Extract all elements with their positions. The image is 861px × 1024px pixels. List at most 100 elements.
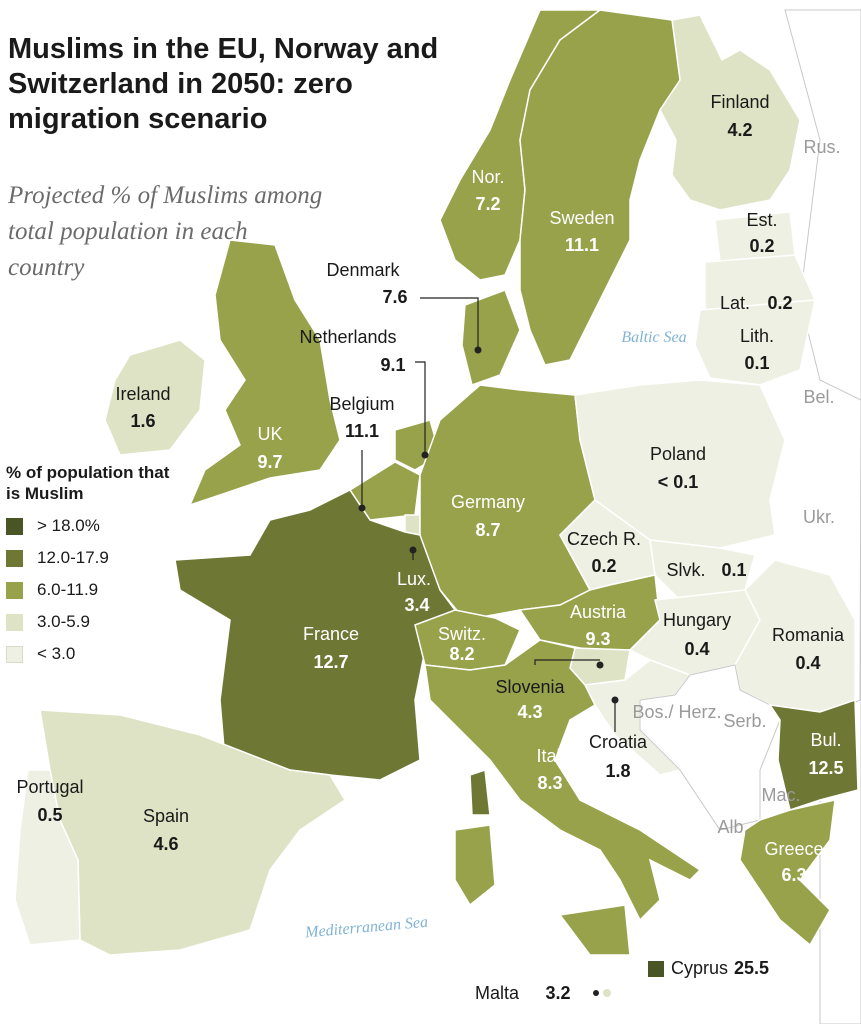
cyprus-swatch: [648, 960, 664, 977]
label-italy-value: 8.3: [537, 773, 562, 793]
label-bosnia: Bos./ Herz.: [632, 702, 721, 722]
leader-lines: [361, 297, 616, 732]
label-uk-value: 9.7: [257, 452, 282, 472]
label-uk-name: UK: [257, 424, 282, 444]
label-poland-value: < 0.1: [658, 472, 699, 492]
cyprus-callout: Cyprus 25.5: [648, 958, 769, 979]
label-czech-value: 0.2: [591, 556, 616, 576]
legend-item: 6.0-11.9: [6, 574, 186, 606]
label-baltic-sea: Baltic Sea: [621, 329, 686, 346]
legend-swatch: [6, 581, 23, 599]
label-slovenia-name: Slovenia: [495, 677, 565, 697]
legend-label: < 3.0: [37, 644, 76, 663]
label-macedonia: Mac.: [761, 785, 800, 805]
malta-marker: [603, 989, 611, 997]
label-spain-value: 4.6: [153, 834, 178, 854]
ireland-shape: [104, 339, 206, 456]
greece-shape: [739, 799, 836, 947]
label-finland-name: Finland: [710, 92, 769, 112]
uk-shape: [188, 239, 341, 507]
page-title: Muslims in the EU, Norway and Switzerlan…: [8, 33, 439, 135]
label-switzerland-name: Switz.: [438, 624, 486, 644]
legend-swatch: [6, 613, 23, 631]
label-estonia-value: 0.2: [749, 236, 774, 256]
leader-dots: [358, 346, 619, 996]
label-russia: Rus.: [803, 137, 840, 157]
legend-swatch: [6, 645, 23, 663]
legend-item: 12.0-17.9: [6, 542, 186, 574]
label-slovenia-value: 4.3: [517, 702, 542, 722]
finland-shape: [659, 14, 801, 211]
legend-label: > 18.0%: [37, 516, 100, 535]
label-poland-name: Poland: [650, 444, 706, 464]
label-austria-name: Austria: [570, 602, 627, 622]
label-belarus: Bel.: [803, 387, 834, 407]
label-austria-value: 9.3: [585, 629, 610, 649]
label-bulgaria-value: 12.5: [808, 758, 843, 778]
label-germany-name: Germany: [451, 492, 525, 512]
label-portugal-value: 0.5: [37, 805, 62, 825]
label-denmark-name: Denmark: [326, 260, 400, 280]
label-finland-value: 4.2: [727, 120, 752, 140]
legend-label: 6.0-11.9: [37, 580, 99, 599]
legend-swatch: [6, 517, 23, 535]
label-greece-value: 6.3: [781, 865, 806, 885]
legend: % of population that is Muslim > 18.0% 1…: [6, 462, 186, 670]
label-norway-name: Nor.: [471, 167, 504, 187]
label-latvia-name: Lat.: [720, 293, 750, 313]
legend-label: 3.0-5.9: [37, 612, 90, 631]
label-france-value: 12.7: [313, 652, 348, 672]
label-ukraine: Ukr.: [803, 507, 835, 527]
sweden-shape: [519, 9, 681, 366]
label-lux-value: 3.4: [404, 595, 429, 615]
italy-shape: [424, 639, 702, 922]
label-croatia-name: Croatia: [589, 732, 648, 752]
label-romania-value: 0.4: [795, 653, 820, 673]
label-ireland-name: Ireland: [115, 384, 170, 404]
legend-item: < 3.0: [6, 638, 186, 670]
label-portugal-name: Portugal: [16, 777, 83, 797]
label-lux-name: Lux.: [397, 569, 431, 589]
label-hungary-name: Hungary: [663, 610, 731, 630]
legend-swatch: [6, 549, 23, 567]
label-sweden-value: 11.1: [565, 235, 599, 255]
legend-item: > 18.0%: [6, 510, 186, 542]
label-mediterranean-sea: Mediterranean Sea: [304, 914, 429, 942]
legend-title: % of population that is Muslim: [6, 463, 170, 503]
label-czech-name: Czech R.: [567, 529, 641, 549]
label-norway-value: 7.2: [475, 194, 500, 214]
label-france-name: France: [303, 624, 359, 644]
label-croatia-value: 1.8: [605, 761, 630, 781]
legend-label: 12.0-17.9: [37, 548, 109, 567]
legend-item: 3.0-5.9: [6, 606, 186, 638]
label-hungary-value: 0.4: [684, 639, 709, 659]
label-sweden-name: Sweden: [549, 208, 614, 228]
label-belgium-value: 11.1: [345, 421, 379, 441]
label-latvia-value: 0.2: [767, 293, 792, 313]
label-netherlands-value: 9.1: [380, 355, 405, 375]
label-albania: Alb.: [717, 817, 748, 837]
denmark-shape: [461, 289, 521, 386]
label-slovakia-value: 0.1: [721, 560, 746, 580]
page-subtitle: Projected % of Muslims among total popul…: [8, 182, 323, 281]
label-romania-name: Romania: [772, 625, 845, 645]
label-malta-name: Malta: [475, 983, 520, 1003]
sicily-shape: [558, 904, 631, 956]
cyprus-name: Cyprus: [671, 958, 729, 978]
label-malta-value: 3.2: [545, 983, 570, 1003]
label-slovakia-name: Slvk.: [666, 560, 705, 580]
label-italy-name: Italy: [536, 746, 569, 766]
portugal-shape: [14, 769, 81, 946]
label-ireland-value: 1.6: [130, 411, 155, 431]
label-germany-value: 8.7: [475, 520, 500, 540]
label-lithuania-value: 0.1: [744, 353, 769, 373]
label-serbia: Serb.: [723, 711, 766, 731]
corsica-shape: [469, 768, 491, 816]
poland-shape: [574, 379, 786, 549]
cyprus-value: 25.5: [734, 958, 770, 978]
balkans-nonmember-shape: [639, 664, 781, 831]
label-greece-name: Greece: [764, 839, 823, 859]
label-estonia-name: Est.: [746, 210, 777, 230]
label-netherlands-name: Netherlands: [299, 327, 396, 347]
